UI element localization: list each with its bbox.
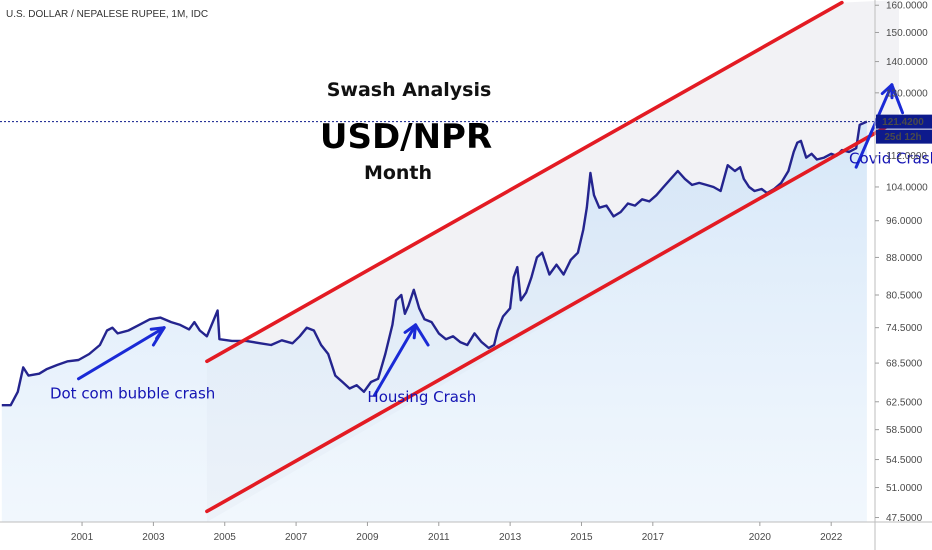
arrow-tail (890, 83, 905, 115)
price-line (1, 120, 868, 407)
y-tick-label: 62.5000 (886, 397, 923, 408)
y-tick-label: 150.0000 (886, 28, 928, 39)
x-tick-label: 2022 (820, 532, 843, 543)
arrow-head (403, 323, 418, 340)
y-tick-label: 140.0000 (886, 57, 928, 68)
arrow-shaft (76, 326, 166, 381)
price-area (1, 121, 867, 522)
x-tick-label: 2005 (214, 532, 237, 543)
y-tick-label: 51.0000 (886, 483, 923, 494)
x-tick-label: 2017 (642, 532, 665, 543)
y-tick-label: 80.5000 (886, 291, 923, 302)
y-tick-label: 96.0000 (886, 216, 923, 227)
y-tick-label: 47.5000 (886, 513, 923, 524)
y-tick-label: 160.0000 (886, 1, 928, 12)
arrow-shaft (373, 323, 418, 397)
chart-subtitle-top: Swash Analysis (327, 79, 492, 101)
x-tick-label: 2015 (570, 532, 593, 543)
arrow-head (149, 326, 166, 340)
annotation-housing: Housing Crash (367, 388, 476, 406)
last-price-badge-bg (876, 114, 932, 129)
arrow-shaft (854, 83, 894, 169)
chart-title: USD/NPR (320, 117, 492, 157)
y-axis: 160.0000 150.0000 140.0000 130.0000 112.0000… (875, 1, 928, 524)
last-price-badge: 121.4200 25d 12h (876, 114, 932, 144)
x-tick-label: 2007 (285, 532, 308, 543)
x-tick-label: 2001 (71, 532, 94, 543)
x-tick-label: 2020 (749, 532, 772, 543)
y-tick-label: 58.5000 (886, 425, 923, 436)
y-tick-label: 112.0000 (886, 151, 927, 162)
countdown-badge-bg (876, 129, 932, 144)
y-tick-label: 88.0000 (886, 253, 923, 264)
arrows-layer (76, 83, 905, 397)
x-tick-label: 2009 (356, 532, 379, 543)
x-tick-label: 2013 (499, 532, 522, 543)
annotation-covid: Covid Crash (849, 149, 932, 167)
channel-lower-line (205, 117, 901, 514)
channel-upper-line (205, 0, 844, 364)
x-tick-label: 2011 (428, 532, 450, 543)
y-tick-label: 130.0000 (886, 88, 928, 99)
annotation-dot-com: Dot com bubble crash (50, 384, 215, 402)
symbol-header: U.S. DOLLAR / NEPALESE RUPEE, 1M, IDC (6, 9, 208, 20)
y-tick-label: 104.0000 (886, 182, 928, 193)
y-tick-label: 54.5000 (886, 455, 923, 466)
chart-subtitle-bottom: Month (364, 162, 432, 184)
countdown-label: 25d 12h (884, 132, 921, 143)
y-tick-label: 68.5000 (886, 359, 923, 370)
x-tick-label: 2003 (142, 532, 165, 543)
y-tick-label: 74.5000 (886, 323, 923, 334)
arrow-head (880, 83, 894, 100)
x-axis: 2001 2003 2005 2007 2009 2011 2013 2015 2017 2020… (71, 522, 843, 543)
arrow-tail (414, 323, 430, 347)
last-price-label: 121.4200 (882, 117, 924, 128)
